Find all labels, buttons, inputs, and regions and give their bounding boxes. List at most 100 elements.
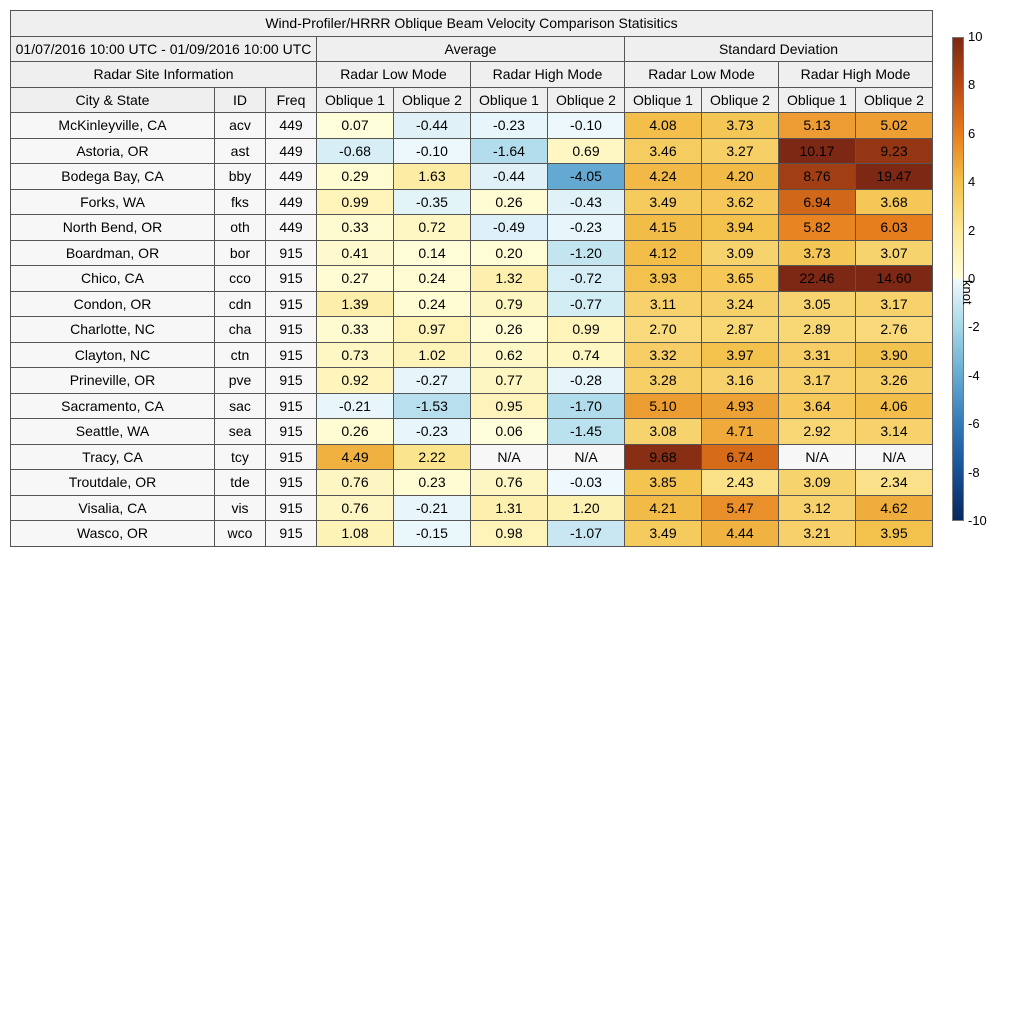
freq-cell: 915 [265,494,317,521]
value-cell: -0.28 [547,367,625,394]
freq-cell: 915 [265,418,317,445]
city-cell: Seattle, WA [10,418,215,445]
value-cell: 0.99 [316,188,394,215]
value-cell: -0.44 [470,163,548,190]
value-cell: 3.31 [778,341,856,368]
city-cell: Prineville, OR [10,367,215,394]
date-range: 01/07/2016 10:00 UTC - 01/09/2016 10:00 … [10,35,317,62]
colorbar-tick-label: 2 [968,222,976,238]
value-cell: 3.05 [778,290,856,317]
value-cell: 1.31 [470,494,548,521]
value-cell: 0.77 [470,367,548,394]
colorbar-tick-label: -6 [968,416,980,432]
colorbar-tick-label: 8 [968,77,976,93]
colorbar [952,37,964,521]
freq-cell: 449 [265,214,317,241]
value-cell: 0.73 [316,341,394,368]
value-cell: -0.77 [547,290,625,317]
id-cell: cdn [214,290,266,317]
colorbar-tick-label: 4 [968,174,976,190]
table-row: Bodega Bay, CA bby 449 0.29 1.63 -0.44 -4.05 4.… [10,163,933,190]
mode-header: Radar Low Mode [316,61,471,88]
value-cell: 0.99 [547,316,625,343]
value-cell: -0.23 [470,112,548,139]
value-cell: 3.97 [701,341,779,368]
city-cell: Clayton, NC [10,341,215,368]
value-cell: 3.24 [701,290,779,317]
value-cell: -0.10 [393,137,471,164]
city-cell: McKinleyville, CA [10,112,215,139]
value-cell: N/A [855,443,933,470]
value-cell: 14.60 [855,265,933,292]
value-cell: 0.92 [316,367,394,394]
value-cell: 6.74 [701,443,779,470]
value-cell: 0.24 [393,290,471,317]
colorbar-tick-label: 6 [968,125,976,141]
value-cell: -0.21 [316,392,394,419]
value-cell: 3.17 [855,290,933,317]
value-cell: 3.16 [701,367,779,394]
colorbar-tick-label: -2 [968,319,980,335]
value-cell: 2.76 [855,316,933,343]
column-header: ID [214,86,266,113]
value-cell: 2.43 [701,469,779,496]
freq-cell: 915 [265,469,317,496]
value-cell: 1.39 [316,290,394,317]
value-cell: -0.03 [547,469,625,496]
city-cell: Boardman, OR [10,239,215,266]
value-cell: 0.62 [470,341,548,368]
column-header: Oblique 2 [701,86,779,113]
value-cell: -0.10 [547,112,625,139]
table-row: Charlotte, NC cha 915 0.33 0.97 0.26 0.99 2.70 2… [10,316,933,343]
value-cell: 3.95 [855,520,933,547]
value-cell: 0.76 [470,469,548,496]
value-cell: 2.70 [624,316,702,343]
freq-cell: 449 [265,188,317,215]
city-cell: Chico, CA [10,265,215,292]
value-cell: 4.44 [701,520,779,547]
value-cell: 4.93 [701,392,779,419]
colorbar-unit: knot [960,280,975,305]
value-cell: 9.68 [624,443,702,470]
value-cell: 3.09 [778,469,856,496]
value-cell: 4.20 [701,163,779,190]
value-cell: 3.73 [701,112,779,139]
value-cell: -0.27 [393,367,471,394]
id-cell: tcy [214,443,266,470]
value-cell: 0.72 [393,214,471,241]
value-cell: 5.82 [778,214,856,241]
value-cell: -1.45 [547,418,625,445]
value-cell: -0.23 [393,418,471,445]
site-info-header: Radar Site Information [10,61,317,88]
value-cell: 5.10 [624,392,702,419]
table-row: North Bend, OR oth 449 0.33 0.72 -0.49 -0.23 4.… [10,214,933,241]
value-cell: 0.14 [393,239,471,266]
freq-cell: 915 [265,290,317,317]
value-cell: 0.76 [316,494,394,521]
city-cell: Troutdale, OR [10,469,215,496]
mode-header: Radar High Mode [778,61,933,88]
value-cell: 3.12 [778,494,856,521]
value-cell: 1.63 [393,163,471,190]
value-cell: -0.35 [393,188,471,215]
value-cell: 3.65 [701,265,779,292]
value-cell: 3.46 [624,137,702,164]
freq-cell: 449 [265,112,317,139]
id-cell: bby [214,163,266,190]
value-cell: 5.02 [855,112,933,139]
colorbar-tick-label: 10 [968,29,983,44]
value-cell: 1.32 [470,265,548,292]
table-row: Astoria, OR ast 449 -0.68 -0.10 -1.64 0.69 3.46… [10,137,933,164]
value-cell: 1.20 [547,494,625,521]
table-row: Forks, WA fks 449 0.99 -0.35 0.26 -0.43 3.49 3.6… [10,188,933,215]
value-cell: -0.72 [547,265,625,292]
value-cell: 3.26 [855,367,933,394]
id-cell: cha [214,316,266,343]
table-row: Boardman, OR bor 915 0.41 0.14 0.20 -1.20 4.12 3… [10,239,933,266]
freq-cell: 915 [265,443,317,470]
value-cell: 0.20 [470,239,548,266]
value-cell: -1.20 [547,239,625,266]
value-cell: 2.87 [701,316,779,343]
value-cell: 0.06 [470,418,548,445]
value-cell: -1.64 [470,137,548,164]
